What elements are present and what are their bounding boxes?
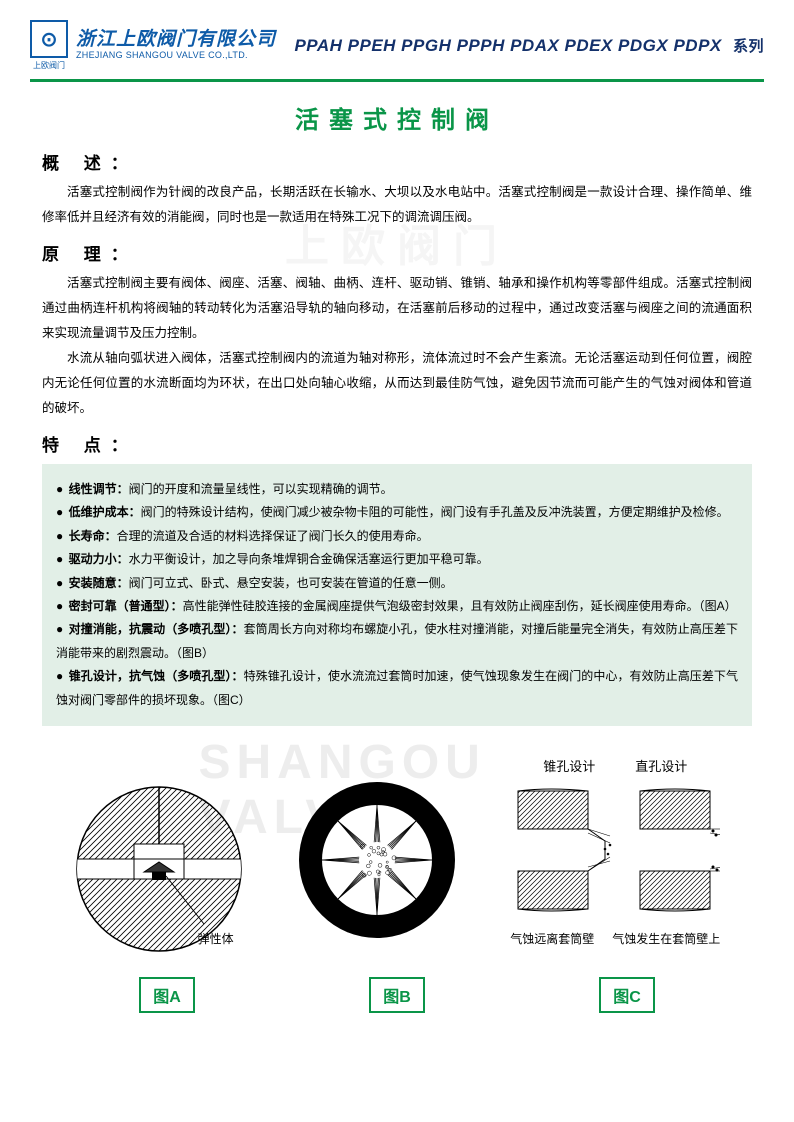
c-bot-right: 气蚀发生在套筒壁上 bbox=[612, 930, 720, 947]
badge-c: 图C bbox=[599, 977, 655, 1013]
c-top-right: 直孔设计 bbox=[635, 756, 687, 775]
overview-para: 活塞式控制阀作为针阀的改良产品，长期活跃在长输水、大坝以及水电站中。活塞式控制阀… bbox=[42, 180, 752, 230]
feature-item: ● 安装随意：阀门可立式、卧式、悬空安装，也可安装在管道的任意一侧。 bbox=[56, 572, 738, 595]
feature-item: ● 对撞消能，抗震动（多喷孔型）：套筒周长方向对称均布螺旋小孔，使水柱对撞消能，… bbox=[56, 618, 738, 665]
diagram-a: 弹性体 bbox=[74, 784, 244, 947]
feature-item: ● 驱动力小：水力平衡设计，加之导向条堆焊铜合金确保活塞运行更加平稳可靠。 bbox=[56, 548, 738, 571]
feature-item: ● 密封可靠（普通型）：高性能弹性硅胶连接的金属阀座提供气泡级密封效果，且有效防… bbox=[56, 595, 738, 618]
logo-text: 浙江上欧阀门有限公司 ZHEJIANG SHANGOU VALVE CO.,LT… bbox=[76, 30, 276, 61]
logo-icon: ⊙ bbox=[30, 20, 68, 58]
principle-para-2: 水流从轴向弧状进入阀体，活塞式控制阀内的流道为轴对称形，流体流过时不会产生紊流。… bbox=[42, 346, 752, 421]
diagram-b-svg bbox=[287, 772, 467, 947]
diagram-b bbox=[287, 772, 467, 947]
features-heading: 特 点： bbox=[42, 431, 752, 456]
diagram-c: 锥孔设计 直孔设计 bbox=[510, 756, 720, 947]
c-bot-left: 气蚀远离套筒壁 bbox=[510, 930, 594, 947]
page-header: ⊙ 上欧阀门 浙江上欧阀门有限公司 ZHEJIANG SHANGOU VALVE… bbox=[0, 0, 794, 79]
content: 活塞式控制阀 概 述： 活塞式控制阀作为针阀的改良产品，长期活跃在长输水、大坝以… bbox=[0, 82, 794, 1013]
feature-item: ● 低维护成本：阀门的特殊设计结构，使阀门减少被杂物卡阻的可能性，阀门设有手孔盖… bbox=[56, 501, 738, 524]
principle-para-1: 活塞式控制阀主要有阀体、阀座、活塞、阀轴、曲柄、连杆、驱动销、锥销、轴承和操作机… bbox=[42, 271, 752, 346]
c-top-left: 锥孔设计 bbox=[543, 756, 595, 775]
feature-item: ● 长寿命：合理的流道及合适的材料选择保证了阀门长久的使用寿命。 bbox=[56, 525, 738, 548]
diagram-a-svg bbox=[74, 784, 244, 954]
badge-b: 图B bbox=[369, 977, 425, 1013]
overview-heading: 概 述： bbox=[42, 149, 752, 174]
series-suffix: 系列 bbox=[733, 38, 764, 55]
logo-icon-wrap: ⊙ 上欧阀门 bbox=[30, 20, 68, 71]
company-name-cn: 浙江上欧阀门有限公司 bbox=[76, 30, 276, 51]
series-code-text: PPAH PPEH PPGH PPPH PDAX PDEX PDGX PDPX bbox=[294, 36, 721, 55]
diagrams-row: 弹性体 锥孔设计 直孔设计 bbox=[42, 756, 752, 947]
company-name-en: ZHEJIANG SHANGOU VALVE CO.,LTD. bbox=[76, 51, 276, 61]
badge-a: 图A bbox=[139, 977, 195, 1013]
diagram-labels-row: 图A 图B 图C bbox=[42, 977, 752, 1013]
series-codes: PPAH PPEH PPGH PPPH PDAX PDEX PDGX PDPX … bbox=[294, 35, 764, 56]
feature-item: ● 线性调节：阀门的开度和流量呈线性，可以实现精确的调节。 bbox=[56, 478, 738, 501]
logo-sub-cn: 上欧阀门 bbox=[30, 60, 68, 71]
page-title: 活塞式控制阀 bbox=[42, 100, 752, 135]
features-box: ● 线性调节：阀门的开度和流量呈线性，可以实现精确的调节。● 低维护成本：阀门的… bbox=[42, 464, 752, 726]
principle-heading: 原 理： bbox=[42, 240, 752, 265]
logo-block: ⊙ 上欧阀门 浙江上欧阀门有限公司 ZHEJIANG SHANGOU VALVE… bbox=[30, 20, 276, 71]
diagram-c-svg bbox=[510, 781, 720, 926]
feature-item: ● 锥孔设计，抗气蚀（多喷孔型）：特殊锥孔设计，使水流流过套筒时加速，使气蚀现象… bbox=[56, 665, 738, 712]
